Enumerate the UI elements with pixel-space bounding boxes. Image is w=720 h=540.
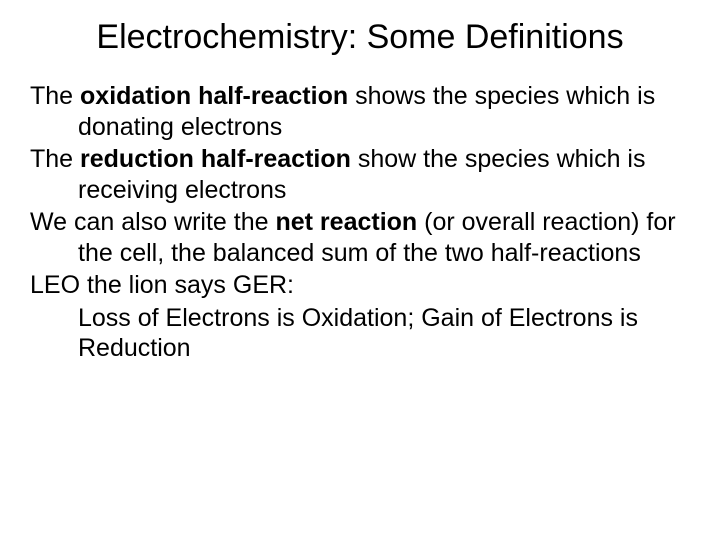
text-fragment: The xyxy=(30,82,80,110)
definition-oxidation: The oxidation half-reaction shows the sp… xyxy=(30,81,690,142)
slide: Electrochemistry: Some Definitions The o… xyxy=(0,0,720,540)
term-reduction-half-reaction: reduction half-reaction xyxy=(80,145,351,173)
mnemonic-intro: LEO the lion says GER: xyxy=(30,270,690,301)
term-net-reaction: net reaction xyxy=(275,208,417,236)
text-fragment: The xyxy=(30,145,80,173)
text-fragment: We can also write the xyxy=(30,208,275,236)
definition-net-reaction: We can also write the net reaction (or o… xyxy=(30,207,690,268)
term-oxidation-half-reaction: oxidation half-reaction xyxy=(80,82,348,110)
mnemonic-expansion: Loss of Electrons is Oxidation; Gain of … xyxy=(30,303,690,364)
slide-body: The oxidation half-reaction shows the sp… xyxy=(30,81,690,364)
slide-title: Electrochemistry: Some Definitions xyxy=(30,18,690,57)
definition-reduction: The reduction half-reaction show the spe… xyxy=(30,144,690,205)
